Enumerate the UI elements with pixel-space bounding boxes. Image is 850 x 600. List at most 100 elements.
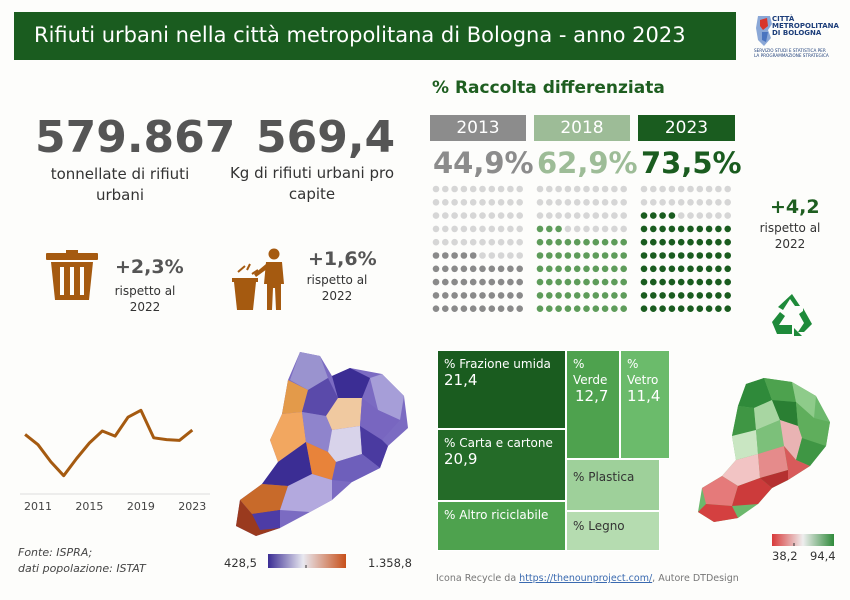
dot-2023: [687, 225, 694, 233]
dot-2018: [573, 305, 581, 312]
dot-2018: [536, 305, 544, 312]
map-left-legend-max: 1.358,8: [368, 556, 412, 570]
dot-2013: [488, 225, 496, 233]
dot-grids: [432, 185, 731, 312]
dot-2018: [555, 252, 562, 259]
dot-2018: [601, 238, 609, 246]
dot-2018: [592, 199, 600, 206]
dot-2018: [573, 265, 581, 273]
dot-2018: [573, 252, 581, 259]
dot-2023: [668, 212, 676, 219]
dot-2013: [507, 305, 514, 312]
dot-2023: [696, 265, 704, 273]
dot-2023: [687, 252, 694, 259]
dot-2023: [640, 199, 648, 206]
dot-2023: [715, 238, 722, 246]
dot-2013: [432, 212, 440, 219]
credit-prefix: Icona Recycle da: [436, 573, 520, 584]
dot-2013: [451, 185, 458, 193]
dot-2013: [516, 278, 523, 286]
dot-2023: [715, 212, 722, 219]
treemap-vetro-label: % Vetro: [627, 357, 659, 387]
dot-2023: [659, 292, 666, 299]
dot-2023: [724, 305, 731, 312]
dot-2023: [687, 265, 694, 273]
treemap-verde-label: % Verde: [573, 357, 608, 387]
dot-2023: [650, 199, 657, 206]
dot-2013: [460, 225, 468, 233]
dot-2023: [724, 225, 731, 233]
dot-2013: [451, 225, 458, 233]
treemap-altro-riciclabile: % Altro riciclabile: [437, 501, 566, 551]
dot-2018: [620, 185, 627, 193]
dot-2023: [705, 199, 713, 206]
dot-2023: [668, 305, 676, 312]
dot-2013: [432, 238, 440, 246]
dot-2013: [497, 185, 505, 193]
dot-2023: [659, 305, 666, 312]
dot-2013: [497, 238, 505, 246]
dot-2018: [583, 212, 590, 219]
dot-2023: [650, 212, 657, 219]
dot-2023: [668, 265, 676, 273]
dot-2013: [460, 265, 468, 273]
dot-2013: [507, 252, 514, 259]
dot-2018: [592, 292, 600, 299]
dot-2023: [715, 252, 722, 259]
credit-link[interactable]: https://thenounproject.com/: [519, 573, 653, 584]
dot-2013: [507, 265, 514, 273]
dot-2013: [488, 292, 496, 299]
dot-2013: [488, 212, 496, 219]
dot-2013: [516, 185, 523, 193]
dot-2023: [715, 185, 722, 193]
dot-2013: [432, 225, 440, 233]
dot-2023: [677, 238, 685, 246]
dot-2013: [442, 225, 449, 233]
dot-2018: [583, 252, 590, 259]
kpi-capita-value: 569,4: [256, 112, 396, 163]
dot-2013: [479, 185, 486, 193]
dot-2018: [611, 238, 618, 246]
dot-2018: [601, 292, 609, 299]
dot-2018: [611, 265, 618, 273]
dot-2023: [659, 212, 666, 219]
dot-2018: [592, 252, 600, 259]
dot-2018: [546, 252, 553, 259]
source-note: Fonte: ISPRA; dati popolazione: ISTAT: [18, 546, 146, 575]
dot-2013: [451, 292, 458, 299]
dot-2018: [620, 305, 627, 312]
dot-2013: [479, 225, 486, 233]
dot-2018: [601, 252, 609, 259]
dot-2018: [611, 292, 618, 299]
dot-2023: [705, 292, 713, 299]
dot-2023: [650, 252, 657, 259]
kpi-capita-change-label: rispetto al 2022: [306, 273, 368, 303]
dot-2013: [432, 305, 440, 312]
dot-2023: [687, 292, 694, 299]
treemap-vetro-value: 11,4: [627, 387, 661, 405]
bologna-metro-logo: CITTÀ METROPOLITANA DI BOLOGNA SERVIZIO …: [752, 12, 844, 62]
dot-2018: [601, 225, 609, 233]
dot-2018: [620, 199, 627, 206]
dot-2018: [555, 185, 562, 193]
dot-2013: [469, 185, 477, 193]
dot-2018: [592, 278, 600, 286]
dot-2013: [497, 305, 505, 312]
kpi-total-change: +2,3%: [115, 256, 184, 278]
dot-2013: [497, 252, 505, 259]
dot-2013: [516, 265, 523, 273]
dot-2018: [546, 199, 553, 206]
dot-2013: [479, 238, 486, 246]
series-line: [24, 408, 194, 478]
dot-2023: [696, 199, 704, 206]
dot-2013: [432, 292, 440, 299]
dot-2013: [479, 305, 486, 312]
dot-2018: [564, 225, 572, 233]
recycle-icon: [772, 294, 812, 336]
dot-2018: [583, 292, 590, 299]
dot-2018: [536, 225, 544, 233]
x-tick-label: 2011: [24, 500, 52, 513]
dot-2023: [659, 238, 666, 246]
dot-2013: [516, 225, 523, 233]
